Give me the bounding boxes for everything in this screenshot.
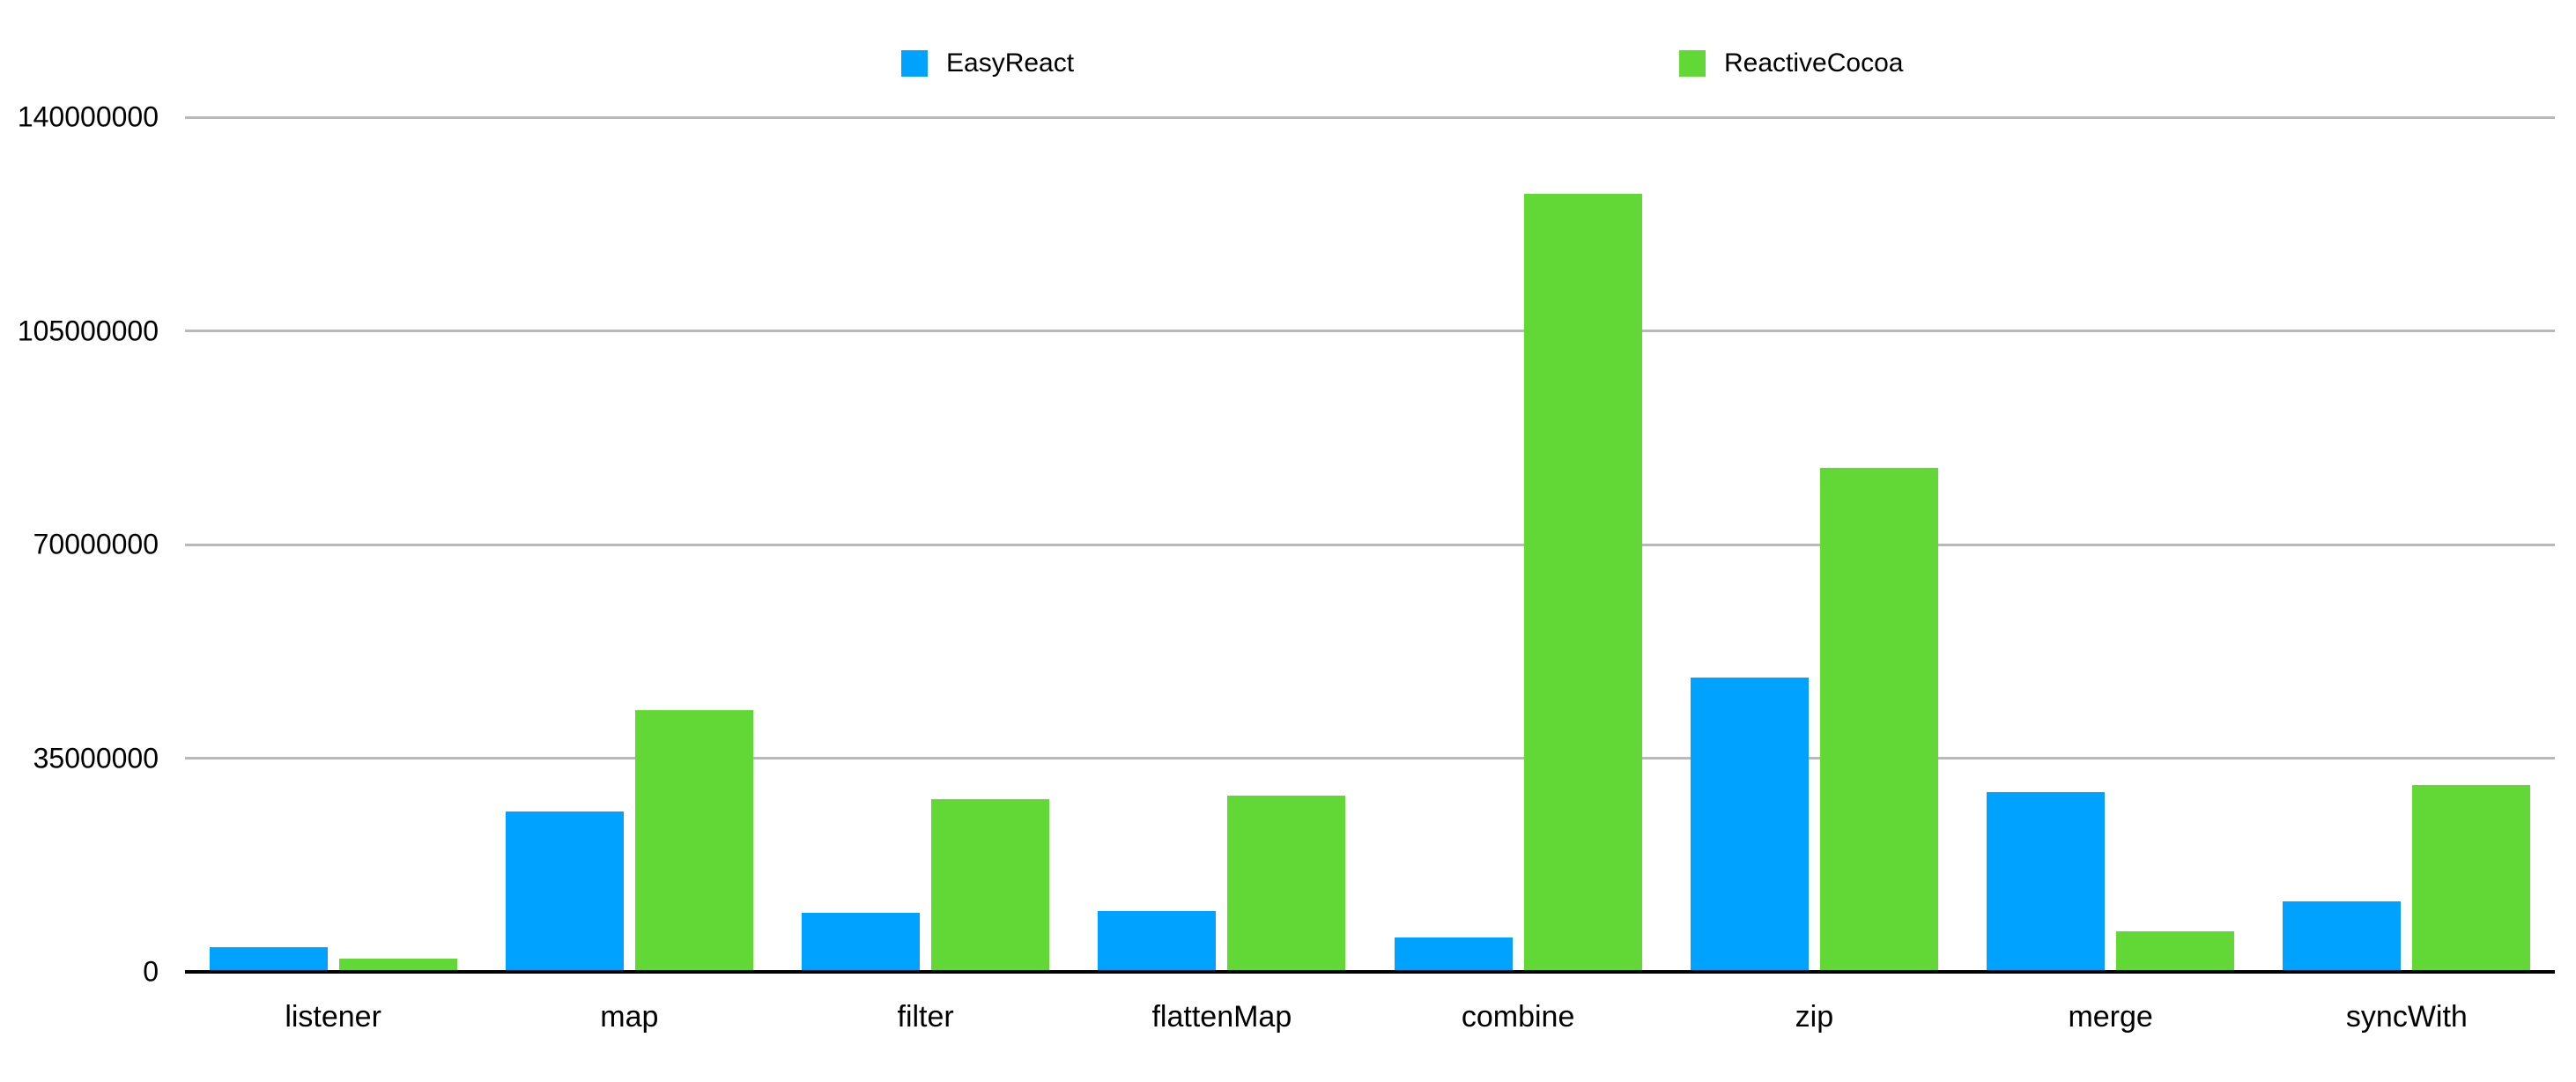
bar-group-filter bbox=[778, 117, 1074, 972]
bar-easyreact-zip bbox=[1690, 678, 1809, 972]
gridline bbox=[185, 543, 2555, 546]
gridline bbox=[185, 330, 2555, 332]
y-axis-tick-label: 70000000 bbox=[33, 528, 159, 560]
bar-easyreact-filter bbox=[802, 912, 921, 972]
gridline bbox=[185, 757, 2555, 760]
x-axis-line bbox=[185, 970, 2555, 974]
bar-reactivecocoa-merge bbox=[2116, 931, 2235, 972]
x-axis-tick-label: flattenMap bbox=[1151, 1000, 1292, 1034]
x-axis-tick-label: combine bbox=[1461, 1000, 1575, 1034]
bar-group-zip bbox=[1666, 117, 1962, 972]
legend-label-reactivecocoa: ReactiveCocoa bbox=[1724, 48, 1904, 78]
bar-reactivecocoa-flattenMap bbox=[1227, 795, 1346, 972]
bar-group-combine bbox=[1370, 117, 1666, 972]
bar-reactivecocoa-zip bbox=[1819, 468, 1938, 972]
bar-easyreact-listener bbox=[209, 946, 328, 972]
y-axis-tick-label: 0 bbox=[143, 955, 159, 988]
legend-label-easyreact: EasyReact bbox=[946, 48, 1075, 78]
x-axis-tick-label: listener bbox=[285, 1000, 381, 1034]
easyreact-swatch-icon bbox=[901, 50, 928, 77]
bar-easyreact-syncWith bbox=[2283, 900, 2402, 972]
bar-group-syncWith bbox=[2259, 117, 2555, 972]
bar-reactivecocoa-map bbox=[634, 710, 753, 972]
bar-group-merge bbox=[1963, 117, 2259, 972]
x-axis-tick-label: syncWith bbox=[2345, 1000, 2468, 1034]
x-axis-tick-label: merge bbox=[2068, 1000, 2153, 1034]
gridline bbox=[185, 115, 2555, 119]
y-axis-tick-label: 35000000 bbox=[33, 742, 159, 774]
bar-easyreact-map bbox=[505, 812, 624, 972]
x-axis-tick-label: zip bbox=[1795, 1000, 1834, 1034]
bar-group-map bbox=[481, 117, 777, 972]
y-axis-tick-label: 140000000 bbox=[17, 100, 159, 133]
x-axis-tick-label: filter bbox=[897, 1000, 954, 1034]
bar-group-listener bbox=[185, 117, 481, 972]
bar-easyreact-combine bbox=[1394, 937, 1513, 972]
bar-easyreact-flattenMap bbox=[1098, 911, 1217, 972]
legend-item-easyreact: EasyReact bbox=[901, 48, 1074, 78]
x-axis-labels: listener map filter flattenMap combine zip mer… bbox=[185, 972, 2555, 1034]
legend-item-reactivecocoa: ReactiveCocoa bbox=[1679, 48, 1903, 78]
plot-area bbox=[185, 117, 2555, 972]
y-axis-tick-label: 105000000 bbox=[17, 315, 159, 346]
bar-reactivecocoa-filter bbox=[931, 798, 1050, 972]
bar-reactivecocoa-listener bbox=[338, 958, 457, 972]
reactivecocoa-swatch-icon bbox=[1679, 50, 1706, 77]
bar-easyreact-merge bbox=[1987, 792, 2106, 972]
bar-reactivecocoa-syncWith bbox=[2412, 785, 2531, 972]
bar-reactivecocoa-combine bbox=[1523, 193, 1642, 972]
bar-group-flattenMap bbox=[1074, 117, 1370, 972]
x-axis-tick-label: map bbox=[600, 1000, 659, 1034]
